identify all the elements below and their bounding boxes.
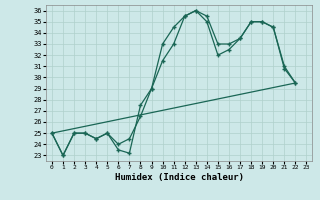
X-axis label: Humidex (Indice chaleur): Humidex (Indice chaleur) xyxy=(115,173,244,182)
